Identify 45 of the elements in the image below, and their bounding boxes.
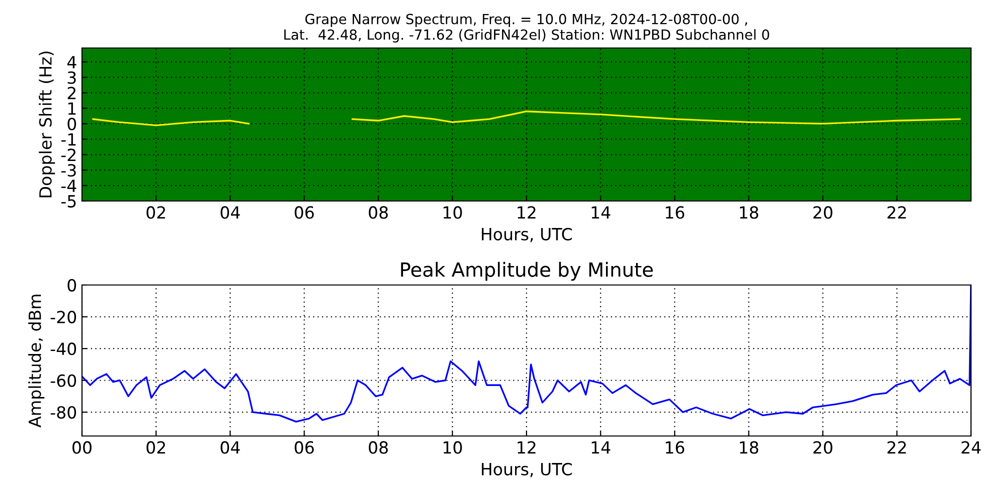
y-tick-label: 0: [68, 118, 76, 130]
y-tick-label: -2: [61, 148, 76, 161]
x-tick-label: 12: [518, 441, 536, 454]
y-tick-label: 4: [67, 56, 76, 68]
y-tick-label: 0: [68, 278, 76, 292]
x-tick-label: 00: [72, 441, 92, 454]
y-tick-label: -5: [61, 195, 76, 208]
x-tick-label: 04: [220, 441, 240, 454]
x-tick-label: 02: [146, 441, 166, 454]
x-tick-label: 16: [666, 206, 684, 219]
y-tick-label: 3: [68, 71, 76, 84]
chart-title: Grape Narrow Spectrum, Freq. = 10.0 MHz, 2024-12-08T00-00 , Lat. 42.48, Long. -71.62 (GridFN42el) Station: WN1PBD Subchannel 0: [284, 14, 770, 43]
x-tick-label: 22: [888, 206, 906, 219]
x-tick-label: 20: [813, 441, 832, 454]
x-tick-label: 08: [368, 206, 388, 219]
x-axis-title: Hours, UTC: [482, 462, 572, 478]
y-tick-label: -3: [61, 164, 76, 177]
x-tick-label: 14: [592, 206, 610, 219]
x-tick-label: 12: [518, 206, 536, 219]
x-tick-label: 06: [294, 206, 314, 219]
y-tick-label: -80: [50, 406, 76, 419]
y-axis-title: Doppler Shift (Hz): [38, 52, 55, 198]
y-tick-label: 2: [68, 86, 76, 100]
y-tick-label: -40: [50, 342, 76, 356]
x-tick-label: 02: [146, 206, 166, 219]
x-tick-label: 06: [294, 441, 314, 454]
x-tick-label: 08: [368, 441, 388, 454]
y-tick-label: -1: [61, 133, 76, 146]
x-tick-label: 18: [740, 441, 758, 454]
x-axis-title: Hours, UTC: [482, 228, 572, 242]
y-tick-label: -60: [50, 374, 76, 387]
y-tick-label: 1: [68, 102, 76, 115]
x-tick-label: 10: [444, 441, 462, 454]
y-axis-title: Amplitude, dBm: [28, 294, 44, 428]
x-tick-label: 22: [888, 441, 906, 454]
x-tick-label: 18: [740, 206, 758, 219]
chart-title: Peak Amplitude by Minute: [401, 262, 653, 281]
x-tick-label: 20: [813, 206, 832, 219]
x-tick-label: 16: [666, 441, 684, 454]
x-tick-label: 24: [962, 441, 981, 454]
y-tick-label: -20: [50, 310, 76, 324]
x-tick-label: 04: [220, 206, 240, 219]
x-tick-label: 14: [592, 441, 610, 454]
x-tick-label: 10: [444, 206, 462, 219]
y-tick-label: -4: [61, 180, 76, 192]
